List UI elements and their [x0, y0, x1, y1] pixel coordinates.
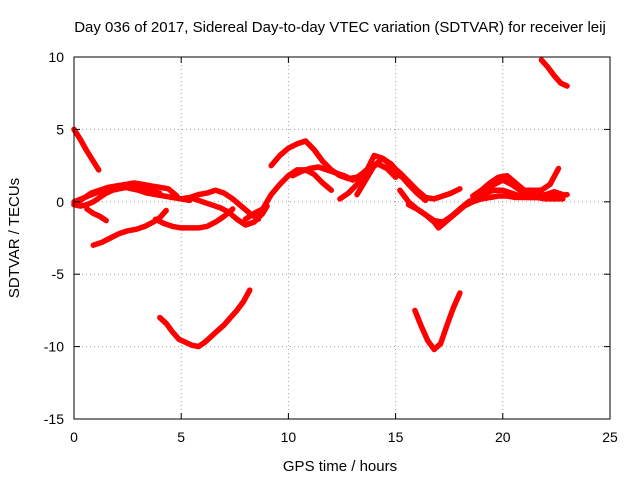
y-tick-label: -5 — [52, 266, 65, 282]
data-series-track-8 — [157, 287, 253, 350]
y-tick-label: -15 — [44, 411, 64, 427]
y-tick-label: 5 — [56, 121, 64, 137]
data-layer — [71, 57, 570, 353]
x-tick-label: 15 — [388, 429, 404, 445]
y-tick-label: 0 — [56, 194, 64, 210]
y-tick-label: 10 — [48, 49, 64, 65]
data-series-track-11 — [242, 167, 335, 222]
data-series-track-16 — [397, 172, 463, 202]
grid-layer — [74, 57, 610, 419]
x-axis-label: GPS time / hours — [283, 458, 397, 475]
x-tick-label: 5 — [177, 429, 185, 445]
data-series-track-21 — [482, 177, 566, 199]
data-series-track-22 — [538, 57, 570, 89]
tick-layer: 0 5 10 15 20 25 -15 -10 -5 0 5 10 — [44, 49, 618, 445]
data-series-track-9 — [178, 187, 262, 222]
data-series-track-20 — [470, 165, 562, 199]
x-tick-label: 10 — [281, 429, 297, 445]
x-tick-label: 25 — [602, 429, 618, 445]
data-series-track-19 — [412, 290, 463, 353]
data-series-track-4 — [71, 184, 193, 209]
y-axis-label: SDTVAR / TECUs — [6, 178, 23, 298]
data-series-track-7 — [152, 206, 236, 231]
x-tick-label: 20 — [495, 429, 511, 445]
chart-title: Day 036 of 2017, Sidereal Day-to-day VTE… — [74, 19, 606, 36]
plot-frame — [73, 56, 611, 420]
y-tick-label: -10 — [44, 339, 64, 355]
data-series-track-10 — [191, 196, 270, 228]
data-series-track-1 — [71, 126, 102, 173]
data-series-track-5 — [84, 206, 109, 224]
x-tick-label: 0 — [70, 429, 78, 445]
